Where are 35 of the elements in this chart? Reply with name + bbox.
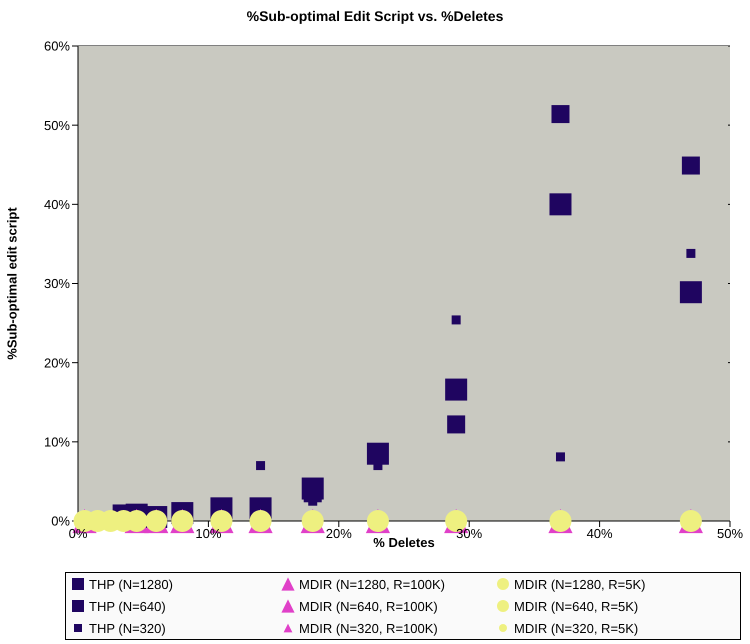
y-tick-label: 50%: [44, 118, 70, 133]
chart-title: %Sub-optimal Edit Script vs. %Deletes: [246, 8, 504, 24]
point: [447, 415, 466, 434]
point: [549, 193, 572, 216]
point: [680, 281, 702, 304]
legend-label: THP (N=1280): [89, 576, 173, 592]
y-tick-label: 30%: [44, 276, 70, 292]
legend-label: MDIR (N=640, R=5K): [514, 598, 638, 614]
x-tick-label: 20%: [326, 526, 352, 542]
legend-label: MDIR (N=1280, R=5K): [514, 576, 646, 592]
point: [556, 452, 565, 462]
legend-label: THP (N=320): [89, 620, 166, 636]
y-tick-label: 0%: [51, 514, 70, 529]
legend-label: MDIR (N=320, R=5K): [514, 620, 638, 636]
x-tick-label: 30%: [456, 526, 483, 542]
y-tick-label: 10%: [44, 434, 70, 450]
point: [256, 461, 266, 470]
y-axis-title: %Sub-optimal edit script: [4, 206, 20, 360]
y-tick-label: 40%: [44, 196, 70, 212]
point: [551, 105, 570, 124]
point: [682, 156, 700, 175]
legend-label: MDIR (N=320, R=100K): [299, 620, 438, 636]
y-tick-label: 60%: [44, 38, 70, 54]
point: [686, 248, 696, 258]
x-tick-label: 10%: [195, 526, 222, 542]
legend-label: MDIR (N=640, R=100K): [299, 598, 438, 614]
y-tick-label: 20%: [44, 355, 70, 370]
x-tick-label: 50%: [716, 526, 744, 542]
legend-label: THP (N=640): [89, 598, 166, 614]
x-tick-label: 40%: [586, 526, 614, 542]
point: [452, 315, 461, 324]
x-axis-title: % Deletes: [373, 535, 435, 550]
point: [445, 378, 468, 401]
legend-label: MDIR (N=1280, R=100K): [299, 576, 445, 592]
point: [366, 442, 389, 465]
